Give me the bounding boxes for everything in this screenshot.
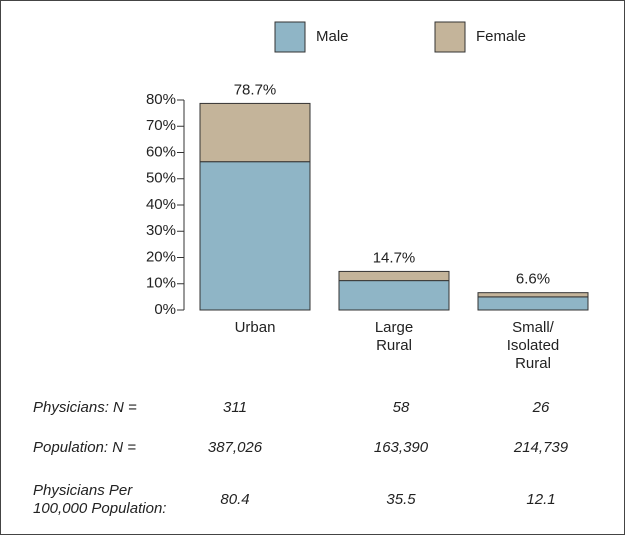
cell: 58: [393, 399, 410, 416]
y-tick-label: 0%: [154, 301, 176, 318]
row-label: 100,000 Population:: [33, 500, 166, 517]
y-tick-label: 60%: [146, 143, 176, 160]
cell: 214,739: [513, 439, 569, 456]
y-tick-label: 20%: [146, 248, 176, 265]
x-tick-label: Large: [375, 319, 413, 336]
y-tick-label: 10%: [146, 275, 176, 292]
y-tick-label: 80%: [146, 91, 176, 108]
row-label: Physicians: N =: [33, 399, 137, 416]
bar-segment: [477, 296, 589, 311]
cell: 12.1: [526, 491, 555, 508]
total-label: 6.6%: [516, 271, 550, 288]
x-tick-label: Rural: [515, 355, 551, 372]
cell: 163,390: [374, 439, 429, 456]
total-label: 78.7%: [234, 81, 277, 98]
cell: 35.5: [386, 491, 416, 508]
y-tick-label: 50%: [146, 170, 176, 187]
y-tick-label: 70%: [146, 117, 176, 134]
bar-segment: [338, 280, 450, 311]
legend-label: Male: [316, 28, 349, 45]
total-label: 14.7%: [373, 249, 416, 266]
bar-segment: [338, 270, 450, 282]
bar-segment: [477, 292, 589, 298]
bar-segment: [199, 161, 311, 311]
legend-swatch: [274, 21, 306, 53]
x-tick-label: Small/: [512, 319, 555, 336]
x-tick-label: Rural: [376, 337, 412, 354]
y-tick-label: 30%: [146, 222, 176, 239]
y-tick-label: 40%: [146, 196, 176, 213]
cell: 387,026: [208, 439, 263, 456]
cell: 80.4: [220, 491, 249, 508]
legend-swatch: [434, 21, 466, 53]
cell: 26: [532, 399, 550, 416]
cell: 311: [223, 399, 247, 416]
x-tick-label: Urban: [235, 319, 276, 336]
bar-segment: [199, 102, 311, 163]
x-tick-label: Isolated: [507, 337, 560, 354]
row-label: Population: N =: [33, 439, 136, 456]
legend-label: Female: [476, 28, 526, 45]
row-label: Physicians Per: [33, 482, 133, 499]
